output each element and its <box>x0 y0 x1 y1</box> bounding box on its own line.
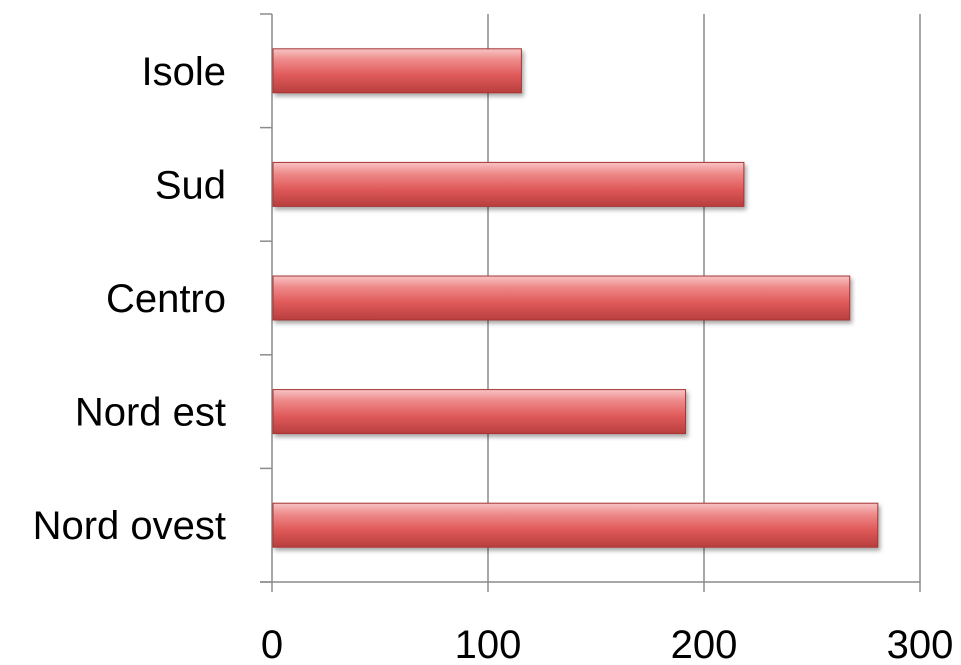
axes <box>260 13 921 592</box>
x-tick-label: 300 <box>887 623 954 665</box>
category-label-nord-ovest: Nord ovest <box>33 504 226 548</box>
x-tick-labels: 0 100 200 300 <box>261 623 954 665</box>
bar-nord-ovest <box>272 502 879 548</box>
x-tick-label: 100 <box>455 623 522 665</box>
category-label-sud: Sud <box>155 163 226 207</box>
bar-sud <box>272 161 745 207</box>
x-tick-label: 200 <box>671 623 738 665</box>
category-label-nord-est: Nord est <box>75 391 226 435</box>
category-label-centro: Centro <box>106 277 226 321</box>
bars <box>272 48 879 548</box>
bar-isole <box>272 48 522 94</box>
x-tick-label: 0 <box>261 623 283 665</box>
bar-nord-est <box>272 389 687 435</box>
bar-centro <box>272 275 851 321</box>
category-labels: Isole Sud Centro Nord est Nord ovest <box>33 50 226 548</box>
category-label-isole: Isole <box>142 50 227 94</box>
